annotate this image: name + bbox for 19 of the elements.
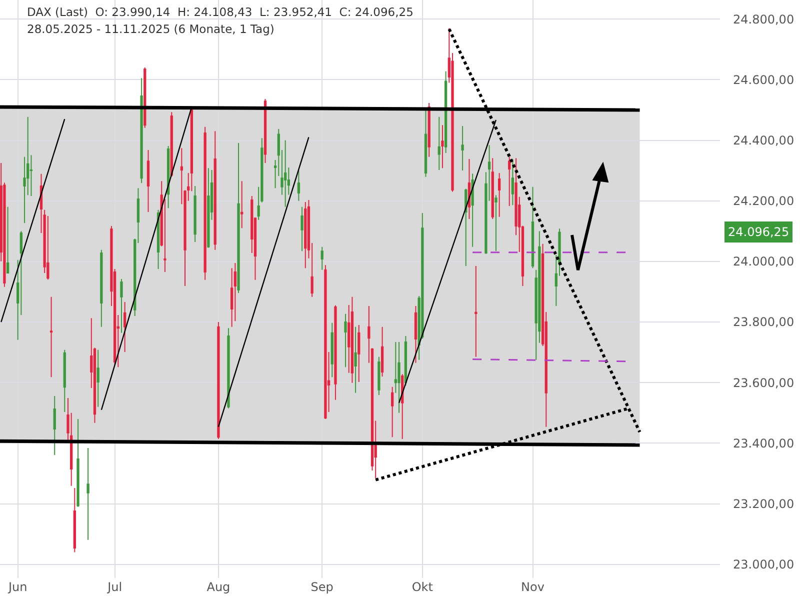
- y-tick-label: 23.600,00: [733, 376, 794, 390]
- y-tick-label: 24.200,00: [733, 194, 794, 208]
- x-tick-label: Jul: [106, 580, 122, 594]
- y-tick-label: 24.800,00: [733, 12, 794, 26]
- x-tick-label: Jun: [7, 580, 28, 594]
- y-tick-label: 23.000,00: [733, 558, 794, 572]
- y-tick-label: 24.000,00: [733, 254, 794, 269]
- text: 28.05.2025 - 11.11.2025 (6 Monate, 1 Tag): [27, 22, 274, 36]
- y-tick-label: 24.400,00: [733, 133, 794, 148]
- text: 24.096,25: [728, 225, 790, 239]
- x-tick-label: Okt: [412, 580, 434, 594]
- x-tick-label: Sep: [310, 580, 334, 594]
- y-tick-label: 23.800,00: [733, 315, 794, 330]
- x-tick-label: Aug: [206, 580, 230, 594]
- x-tick-label: Nov: [521, 580, 544, 594]
- y-tick-label: 23.400,00: [733, 436, 794, 450]
- y-tick-label: 23.200,00: [733, 496, 794, 511]
- y-tick-label: 24.600,00: [733, 72, 794, 87]
- text: DAX (Last) O: 23.990,14 H: 24.108,43 L: 23.952,41 C: 24.096,25: [27, 5, 414, 19]
